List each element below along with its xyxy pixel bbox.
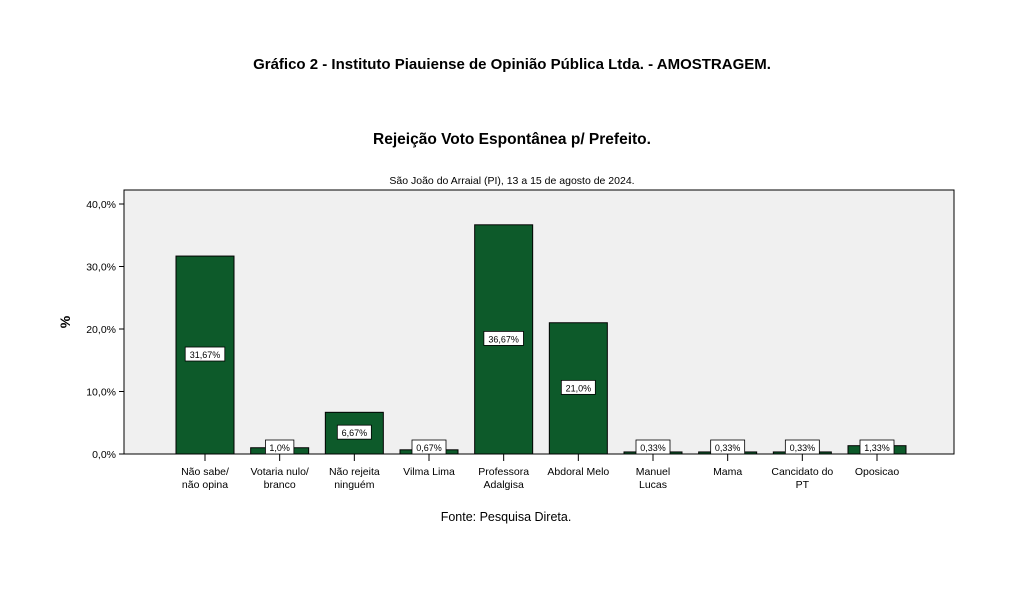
x-category-label: Oposicao <box>855 466 900 478</box>
data-label-box <box>184 346 226 362</box>
x-category-label: Professora Adalgisa <box>478 466 529 491</box>
data-label-box <box>411 439 447 455</box>
data-label-box <box>265 439 295 455</box>
data-label: 36,67% <box>488 334 519 344</box>
data-label-box <box>635 439 671 455</box>
data-label: 31,67% <box>190 350 221 360</box>
data-label-box <box>560 379 596 395</box>
data-label-box <box>784 439 820 455</box>
y-axis-label: % <box>57 315 73 328</box>
x-category-label: Abdoral Melo <box>547 466 609 478</box>
data-label: 0,67% <box>416 443 442 453</box>
x-category-label: Manuel Lucas <box>636 466 670 491</box>
data-label: 0,33% <box>715 443 741 453</box>
y-tick-label: 30,0% <box>86 262 116 274</box>
y-tick-label: 20,0% <box>86 324 116 336</box>
x-category-label: Vilma Lima <box>403 466 455 478</box>
x-category-label: Não sabe/não opina <box>181 466 229 491</box>
y-tick-label: 40,0% <box>86 199 116 211</box>
data-label: 21,0% <box>566 383 592 393</box>
data-label-box <box>710 439 746 455</box>
y-tick-label: 0,0% <box>92 449 116 461</box>
y-tick-label: 10,0% <box>86 387 116 399</box>
source-note: Fonte: Pesquisa Direta. <box>440 510 572 524</box>
data-label: 1,0% <box>269 443 290 453</box>
plot-area <box>123 189 955 455</box>
data-label: 0,33% <box>790 443 816 453</box>
chart-subtitle: São João do Arraial (PI), 13 a 15 de ago… <box>389 175 635 187</box>
data-label-box <box>483 331 524 346</box>
data-label: 6,67% <box>342 428 368 438</box>
figure-title: Gráfico 2 - Instituto Piauiense de Opini… <box>253 56 771 73</box>
x-category-label: Não rejeita ninguém <box>329 466 380 491</box>
data-label: 1,33% <box>864 443 890 453</box>
x-category-label: Cancidato do PT <box>771 466 833 491</box>
x-category-label: Mama <box>713 466 742 478</box>
data-label-box <box>859 439 895 455</box>
data-label: 0,33% <box>640 443 666 453</box>
chart-title: Rejeição Voto Espontânea p/ Prefeito. <box>373 131 651 148</box>
data-label-box <box>336 424 372 440</box>
x-category-label: Votaria nulo/branco <box>250 466 308 491</box>
